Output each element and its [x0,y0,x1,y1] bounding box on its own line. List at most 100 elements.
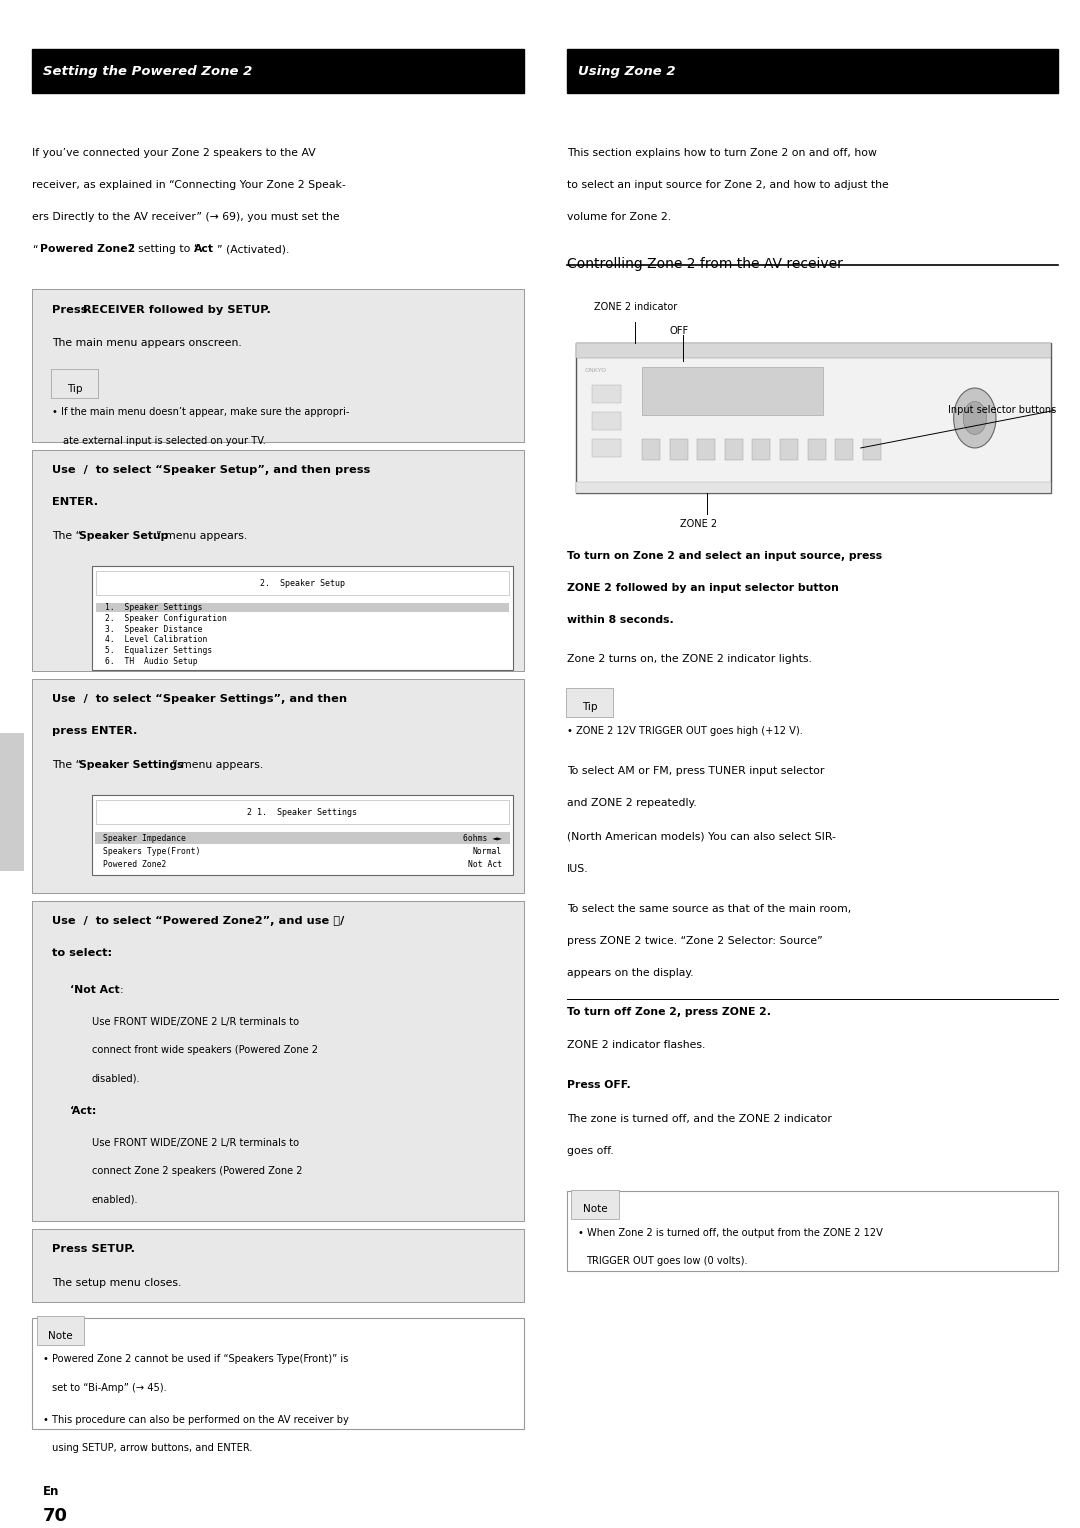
Text: OFF: OFF [670,325,689,336]
Bar [670,439,688,460]
Text: Not Act: Not Act [468,860,502,869]
Bar [576,344,1051,358]
Text: Use FRONT WIDE/ZONE 2 L/R terminals to: Use FRONT WIDE/ZONE 2 L/R terminals to [92,1138,299,1148]
FancyBboxPatch shape [32,678,524,892]
Text: IUS.: IUS. [567,863,589,874]
Text: Press OFF.: Press OFF. [567,1080,631,1091]
Text: En: En [43,1485,59,1499]
Bar [96,801,509,825]
Text: ” menu appears.: ” menu appears. [172,759,262,770]
FancyBboxPatch shape [32,1229,524,1302]
Text: ‘Not Act: ‘Not Act [70,986,120,995]
Text: Act: Act [194,244,215,255]
Bar [576,344,1051,494]
Bar [576,483,1051,494]
Text: To select the same source as that of the main room,: To select the same source as that of the… [567,905,851,914]
Text: ate external input is selected on your TV.: ate external input is selected on your T… [63,437,266,446]
Text: to select an input source for Zone 2, and how to adjust the: to select an input source for Zone 2, an… [567,180,889,191]
Bar [725,439,743,460]
Text: If you’ve connected your Zone 2 speakers to the AV: If you’ve connected your Zone 2 speakers… [32,148,316,159]
Text: :: : [120,986,123,995]
Text: press ENTER.: press ENTER. [52,726,137,736]
Text: Speaker Settings: Speaker Settings [79,759,184,770]
Bar [835,439,853,460]
Text: The “: The “ [52,530,81,541]
Text: Use FRONT WIDE/ZONE 2 L/R terminals to: Use FRONT WIDE/ZONE 2 L/R terminals to [92,1018,299,1027]
Bar [567,1192,1058,1271]
Text: Press SETUP.: Press SETUP. [52,1244,135,1254]
Text: To select AM or FM, press TUNER input selector: To select AM or FM, press TUNER input se… [567,766,824,776]
Bar [808,439,825,460]
Text: ers Directly to the AV receiver” (→ 69), you must set the: ers Directly to the AV receiver” (→ 69),… [32,212,340,223]
Bar [0,733,24,871]
Bar [92,796,513,876]
Text: 6.  TH  Audio Setup: 6. TH Audio Setup [105,657,198,666]
Text: ENTER.: ENTER. [52,497,98,507]
Text: 70: 70 [43,1507,68,1525]
Text: Powered Zone2: Powered Zone2 [103,860,166,869]
Bar [96,571,509,596]
Text: Speaker Impedance: Speaker Impedance [103,834,186,843]
Bar [92,567,513,671]
Text: and ZONE 2 repeatedly.: and ZONE 2 repeatedly. [567,798,697,808]
FancyBboxPatch shape [37,1316,84,1345]
Text: Tip: Tip [67,384,82,394]
Text: ” setting to “: ” setting to “ [129,244,199,255]
Text: Use  /  to select “Powered Zone2”, and use ⓪/: Use / to select “Powered Zone2”, and use… [52,915,345,926]
Text: 1.  Speaker Settings: 1. Speaker Settings [105,604,202,613]
Text: Powered Zone2: Powered Zone2 [40,244,135,255]
Circle shape [963,402,986,434]
Bar [863,439,880,460]
Text: Use  /  to select “Speaker Settings”, and then: Use / to select “Speaker Settings”, and … [52,694,347,704]
Text: The zone is turned off, and the ZONE 2 indicator: The zone is turned off, and the ZONE 2 i… [567,1114,832,1125]
Bar [643,439,660,460]
Text: (North American models) You can also select SIR-: (North American models) You can also sel… [567,831,836,842]
Text: receiver, as explained in “Connecting Your Zone 2 Speak-: receiver, as explained in “Connecting Yo… [32,180,347,191]
Text: Controlling Zone 2 from the AV receiver: Controlling Zone 2 from the AV receiver [567,257,842,272]
FancyBboxPatch shape [51,370,98,399]
Text: • This procedure can also be performed on the AV receiver by: • This procedure can also be performed o… [43,1415,349,1424]
Text: To turn on Zone 2 and select an input source, press: To turn on Zone 2 and select an input so… [567,552,882,561]
Bar [698,439,715,460]
Text: • If the main menu doesn’t appear, make sure the appropri-: • If the main menu doesn’t appear, make … [52,408,349,417]
Text: volume for Zone 2.: volume for Zone 2. [567,212,671,223]
Text: 3.  Speaker Distance: 3. Speaker Distance [105,625,202,634]
Text: Tip: Tip [582,703,597,712]
FancyBboxPatch shape [571,1190,619,1219]
Text: Using Zone 2: Using Zone 2 [578,64,675,78]
Text: Press: Press [52,304,91,315]
Text: appears on the display.: appears on the display. [567,969,693,978]
FancyBboxPatch shape [32,49,524,93]
FancyBboxPatch shape [567,49,1058,93]
Bar [643,367,823,416]
Text: ” (Activated).: ” (Activated). [217,244,289,255]
Text: ” menu appears.: ” menu appears. [156,530,246,541]
Bar [592,385,621,403]
Text: to select:: to select: [52,947,112,958]
Text: ZONE 2 followed by an input selector button: ZONE 2 followed by an input selector but… [567,584,839,593]
Bar [592,413,621,429]
Text: 6ohms ◄►: 6ohms ◄► [463,834,502,843]
Text: Speaker Setup: Speaker Setup [79,530,168,541]
Bar [592,439,621,457]
Text: • Powered Zone 2 cannot be used if “Speakers Type(Front)” is: • Powered Zone 2 cannot be used if “Spea… [43,1354,349,1365]
Text: “: “ [32,244,38,255]
Text: ZONE 2 indicator: ZONE 2 indicator [594,303,677,312]
Bar [753,439,770,460]
Text: connect front wide speakers (Powered Zone 2: connect front wide speakers (Powered Zon… [92,1045,318,1056]
Text: enabled).: enabled). [92,1193,138,1204]
FancyBboxPatch shape [566,688,613,717]
Text: • ZONE 2 12V TRIGGER OUT goes high (+12 V).: • ZONE 2 12V TRIGGER OUT goes high (+12 … [567,726,802,736]
Text: The main menu appears onscreen.: The main menu appears onscreen. [52,338,242,348]
Text: The “: The “ [52,759,81,770]
FancyBboxPatch shape [32,289,524,442]
FancyBboxPatch shape [32,449,524,671]
Text: 5.  Equalizer Settings: 5. Equalizer Settings [105,646,212,656]
Text: Setting the Powered Zone 2: Setting the Powered Zone 2 [43,64,253,78]
Text: ZONE 2 indicator flashes.: ZONE 2 indicator flashes. [567,1041,705,1050]
Text: • When Zone 2 is turned off, the output from the ZONE 2 12V: • When Zone 2 is turned off, the output … [578,1229,882,1238]
Text: Note: Note [583,1204,607,1215]
Text: disabled).: disabled). [92,1074,140,1083]
Text: Note: Note [49,1331,72,1340]
Bar [96,602,509,613]
